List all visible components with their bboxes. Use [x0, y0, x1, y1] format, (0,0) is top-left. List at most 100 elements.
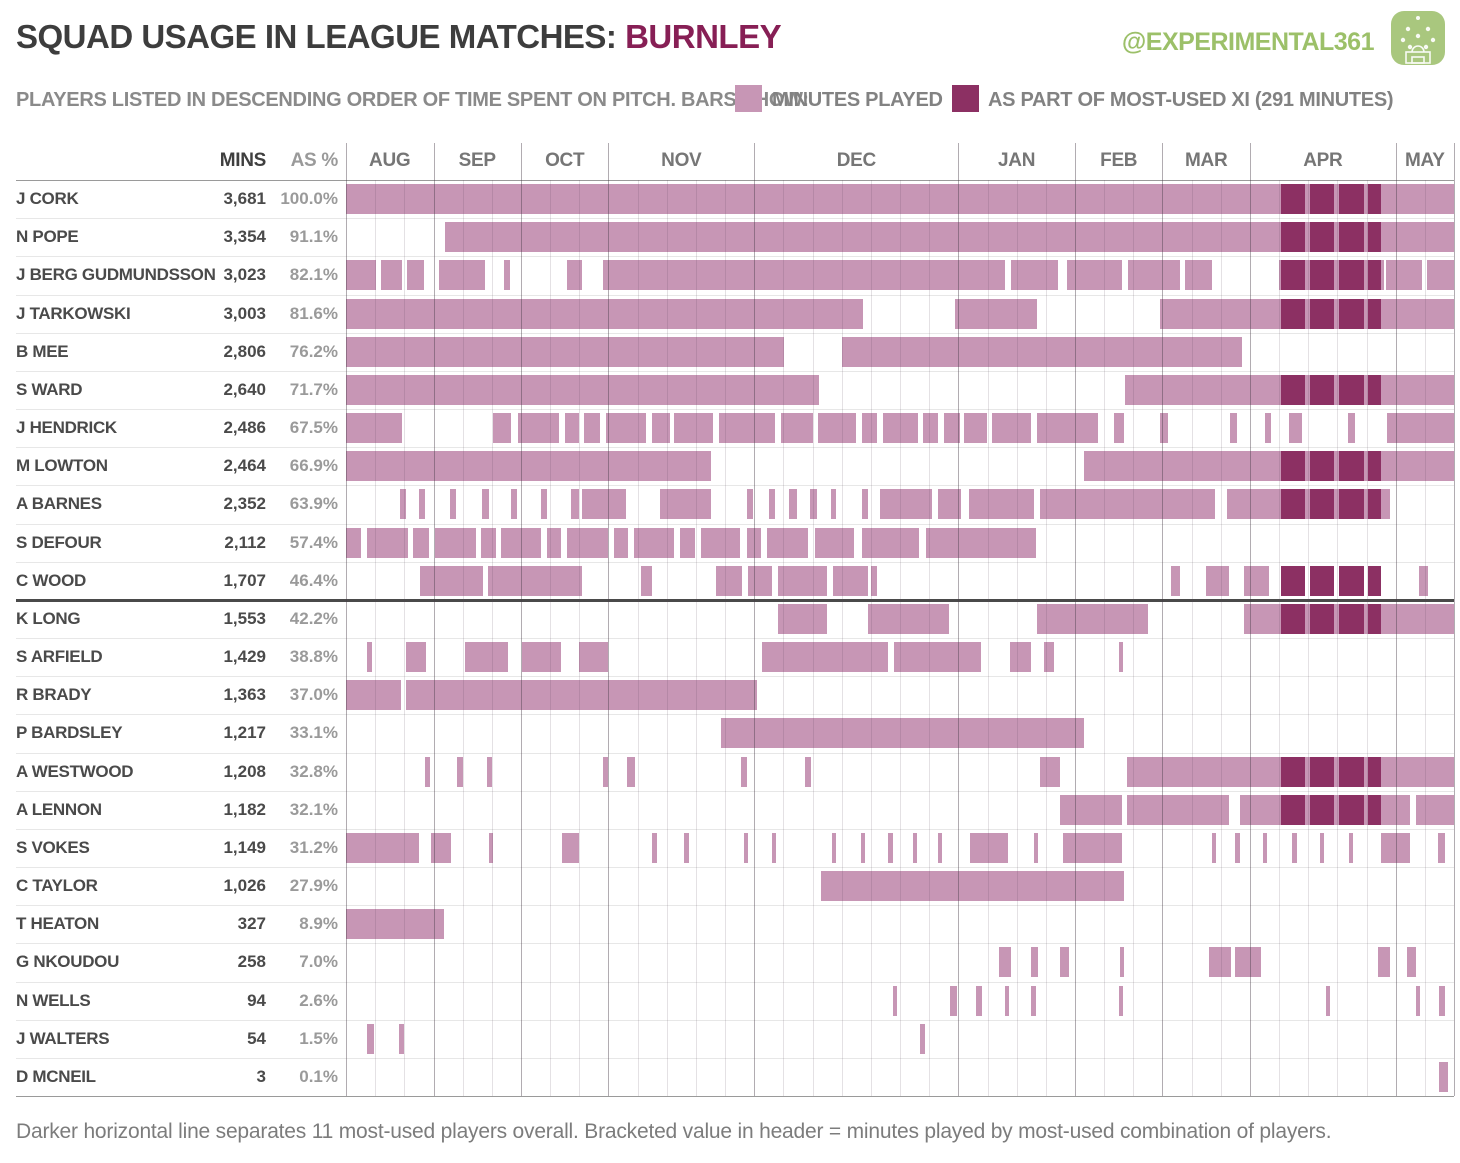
bar-minutes-played [1037, 413, 1099, 444]
gridline-match [1366, 180, 1368, 1096]
player-mins: 1,026 [223, 876, 266, 896]
bar-minutes-played [465, 642, 508, 673]
player-mins: 3,003 [223, 303, 266, 323]
gridline-match [462, 180, 464, 1096]
player-name: J WALTERS [16, 1028, 110, 1048]
month-label-aug: AUG [369, 150, 411, 171]
player-pct: 67.5% [289, 418, 338, 438]
bar-most-used-xi [1338, 184, 1364, 215]
player-name: C WOOD [16, 570, 86, 590]
player-name: G NKOUDOU [16, 952, 120, 972]
player-name: J BERG GUDMUNDSSON [16, 265, 216, 285]
bar-most-used-xi [1280, 565, 1306, 596]
bar-most-used-xi [1280, 298, 1306, 329]
legend-label-xi: AS PART OF MOST-USED XI (291 MINUTES) [988, 89, 1394, 111]
bar-minutes-played [406, 642, 426, 673]
bar-minutes-played [747, 527, 762, 558]
bar-minutes-played [968, 489, 1035, 520]
bar-minutes-played [991, 413, 1032, 444]
bar-minutes-played [583, 413, 600, 444]
bar-minutes-played [809, 489, 817, 520]
bar-most-used-xi [1368, 298, 1382, 329]
bar-minutes-played [1381, 832, 1411, 863]
legend-swatch-minutes [735, 85, 762, 112]
bar-minutes-played [438, 260, 486, 291]
bar-minutes-played [830, 489, 837, 520]
bar-minutes-played [346, 413, 402, 444]
gridline-match [695, 180, 697, 1096]
gridline-month [346, 143, 347, 1096]
bar-minutes-played [882, 413, 918, 444]
player-name: C TAYLOR [16, 876, 98, 896]
bar-minutes-played [346, 184, 1454, 215]
row-divider [16, 1019, 1454, 1021]
gridline-match [375, 180, 377, 1096]
player-pct: 100.0% [280, 189, 338, 209]
month-label-dec: DEC [836, 150, 877, 171]
bar-most-used-xi [1368, 222, 1382, 253]
bar-minutes-played [920, 1023, 925, 1054]
player-pct: 1.5% [299, 1028, 338, 1048]
bar-minutes-played [346, 909, 444, 940]
bar-minutes-played [407, 260, 425, 291]
bar-minutes-played [413, 527, 430, 558]
bar-minutes-played [1209, 947, 1231, 978]
gridline-month [1249, 143, 1251, 1096]
bar-minutes-played [652, 413, 670, 444]
bar-minutes-played [449, 489, 456, 520]
bar-most-used-xi [1338, 489, 1364, 520]
author-handle: @EXPERIMENTAL361 [1121, 28, 1375, 56]
bar-most-used-xi [1280, 374, 1306, 405]
player-mins: 1,149 [223, 837, 266, 857]
player-name: A LENNON [16, 799, 102, 819]
bar-minutes-played [1011, 260, 1059, 291]
bar-minutes-played [778, 603, 828, 634]
player-name: B MEE [16, 341, 69, 361]
page-title: SQUAD USAGE IN LEAGUE MATCHES: BURNLEY [16, 18, 782, 56]
row-divider [16, 752, 1454, 754]
bar-minutes-played [640, 565, 653, 596]
bar-minutes-played [1127, 794, 1230, 825]
bar-minutes-played [399, 489, 406, 520]
player-pct: 71.7% [289, 379, 338, 399]
bar-minutes-played [346, 832, 419, 863]
gridline-month [608, 143, 610, 1096]
player-mins: 1,217 [223, 723, 266, 743]
bar-minutes-played [1439, 1061, 1448, 1092]
bar-minutes-played [1386, 260, 1422, 291]
month-label-mar: MAR [1185, 150, 1228, 171]
bar-minutes-played [879, 489, 933, 520]
gridline-match [1191, 180, 1193, 1096]
player-mins: 2,352 [223, 494, 266, 514]
bar-minutes-played [346, 374, 819, 405]
player-name: N WELLS [16, 990, 91, 1010]
player-pct: 38.8% [289, 647, 338, 667]
bar-minutes-played [424, 756, 431, 787]
month-label-sep: SEP [458, 150, 496, 171]
bar-minutes-played [818, 413, 857, 444]
player-pct: 0.1% [299, 1066, 338, 1086]
row-divider [16, 828, 1454, 830]
bar-minutes-played [367, 1023, 375, 1054]
bar-minutes-played [860, 832, 865, 863]
bar-minutes-played [1009, 642, 1031, 673]
bar-minutes-played [493, 413, 511, 444]
bar-minutes-played [1040, 489, 1215, 520]
gridline-month [754, 143, 756, 1096]
player-name: M LOWTON [16, 456, 108, 476]
player-mins: 1,208 [223, 761, 266, 781]
most-used-xi-separator [16, 598, 1454, 602]
player-mins: 2,486 [223, 418, 266, 438]
bar-minutes-played [761, 642, 888, 673]
bar-minutes-played [1378, 947, 1390, 978]
player-name: D MCNEIL [16, 1066, 96, 1086]
bar-minutes-played [943, 413, 960, 444]
bar-minutes-played [744, 832, 749, 863]
team-name: BURNLEY [625, 18, 782, 55]
player-mins: 2,806 [223, 341, 266, 361]
bar-minutes-played [420, 565, 484, 596]
bar-most-used-xi [1368, 260, 1382, 291]
bar-minutes-played [1120, 947, 1125, 978]
bar-minutes-played [564, 413, 580, 444]
bar-minutes-played [1407, 947, 1416, 978]
